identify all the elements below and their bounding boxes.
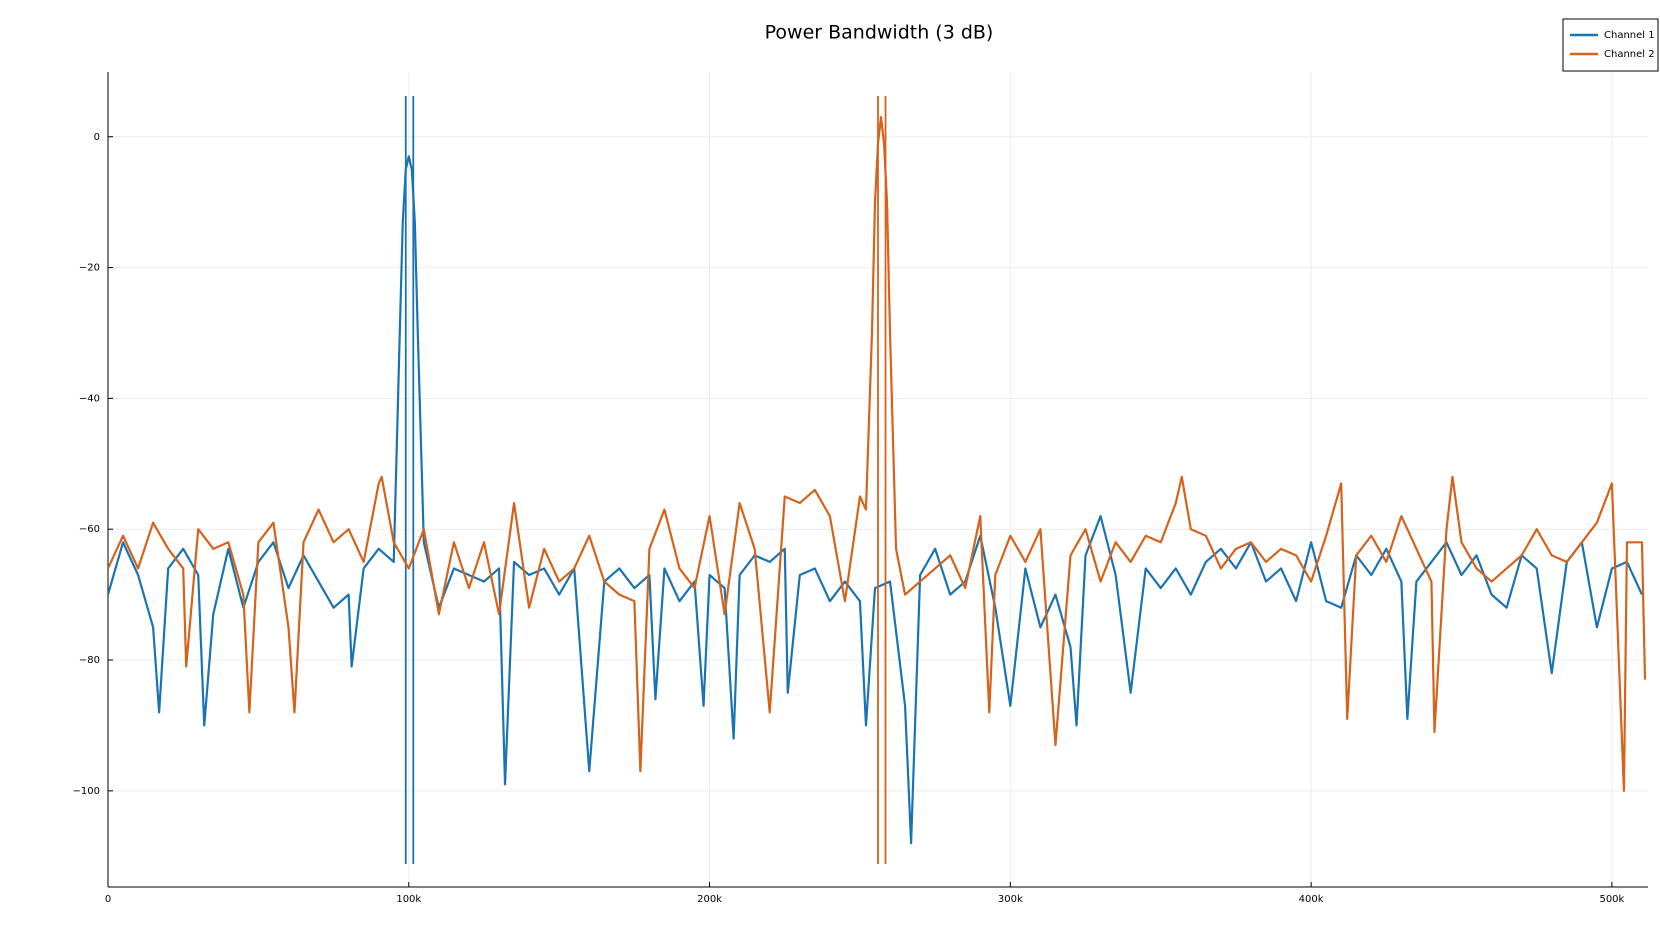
y-tick-label: −60 <box>79 524 100 535</box>
y-tick-label: −20 <box>79 263 100 274</box>
legend-label: Channel 2 <box>1604 49 1655 60</box>
y-tick-label: −40 <box>79 393 100 404</box>
chart-title: Power Bandwidth (3 dB) <box>765 22 994 44</box>
legend-box <box>1562 18 1659 72</box>
y-tick-label: −80 <box>79 655 100 666</box>
legend-label: Channel 1 <box>1604 30 1655 41</box>
x-tick-label: 0 <box>105 894 111 905</box>
series-line <box>108 116 1647 792</box>
y-tick-label: −100 <box>73 786 100 797</box>
x-tick-label: 100k <box>396 894 421 905</box>
x-tick-label: 300k <box>998 894 1023 905</box>
y-tick-label: 0 <box>94 132 100 143</box>
x-tick-label: 400k <box>1299 894 1324 905</box>
series-line <box>108 155 1643 845</box>
x-tick-label: 200k <box>697 894 722 905</box>
x-tick-label: 500k <box>1599 894 1624 905</box>
